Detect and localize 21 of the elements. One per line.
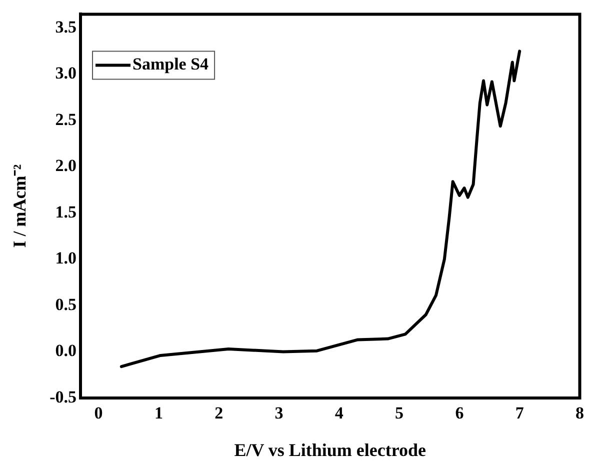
x-axis-title: E/V vs Lithium electrode [234,440,426,460]
y-tick-label: 0.5 [55,294,77,314]
y-tick-label: 1.5 [55,202,77,222]
y-tick-label: -0.5 [50,387,77,406]
y-tick-label: 0.0 [55,341,77,360]
x-tick-label: 7 [515,404,524,423]
y-axis-title: I / mAcm⁻² [9,164,30,248]
y-tick-label: 3.0 [55,64,77,83]
x-tick-label: 8 [576,404,584,423]
legend-label: Sample S4 [132,54,210,74]
x-tick-label: 3 [274,404,284,423]
x-tick-label: 5 [395,404,404,423]
y-tick-label: 1.0 [55,248,77,268]
x-tick-label: 0 [94,404,103,423]
x-tick-label: 6 [455,404,464,423]
x-tick-label: 4 [334,404,344,423]
y-tick-label: 3.5 [55,17,77,36]
x-tick-label: 2 [214,404,224,423]
y-tick-label: 2.0 [55,156,77,176]
y-tick-label: 2.5 [55,110,77,129]
x-tick-label: 1 [154,404,163,423]
